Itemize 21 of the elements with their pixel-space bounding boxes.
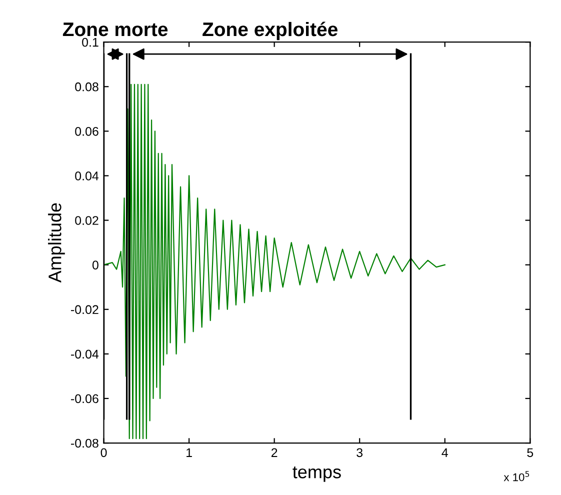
y-tick-label: -0.04	[70, 350, 99, 359]
y-tick-label: 0.04	[75, 172, 99, 180]
x-tick-label: 3	[356, 448, 363, 458]
y-tick-label: 0	[92, 260, 98, 270]
y-tick-label: 0.02	[75, 216, 98, 225]
y-tick-label: -0.08	[70, 438, 98, 448]
x-axis-title: temps	[292, 466, 341, 482]
x-tick-label: 5	[527, 448, 534, 458]
x-tick-label: 4	[442, 448, 448, 457]
y-tick-label: 0.06	[75, 126, 98, 136]
y-tick-label: 0.08	[75, 82, 98, 92]
y-axis-title: Amplitude	[48, 203, 65, 283]
text: Zone morte	[62, 22, 168, 36]
text: Zone exploitée	[202, 22, 338, 40]
text: x 10$^{5}$	[504, 471, 530, 482]
y-tick-label: -0.06	[70, 394, 98, 404]
y-tick-label: 0.1	[82, 38, 98, 47]
x-tick-label: 1	[186, 448, 192, 457]
x-tick-label: 0	[100, 448, 107, 458]
x-tick-label: 2	[271, 448, 278, 457]
y-tick-label: -0.02	[70, 305, 98, 314]
